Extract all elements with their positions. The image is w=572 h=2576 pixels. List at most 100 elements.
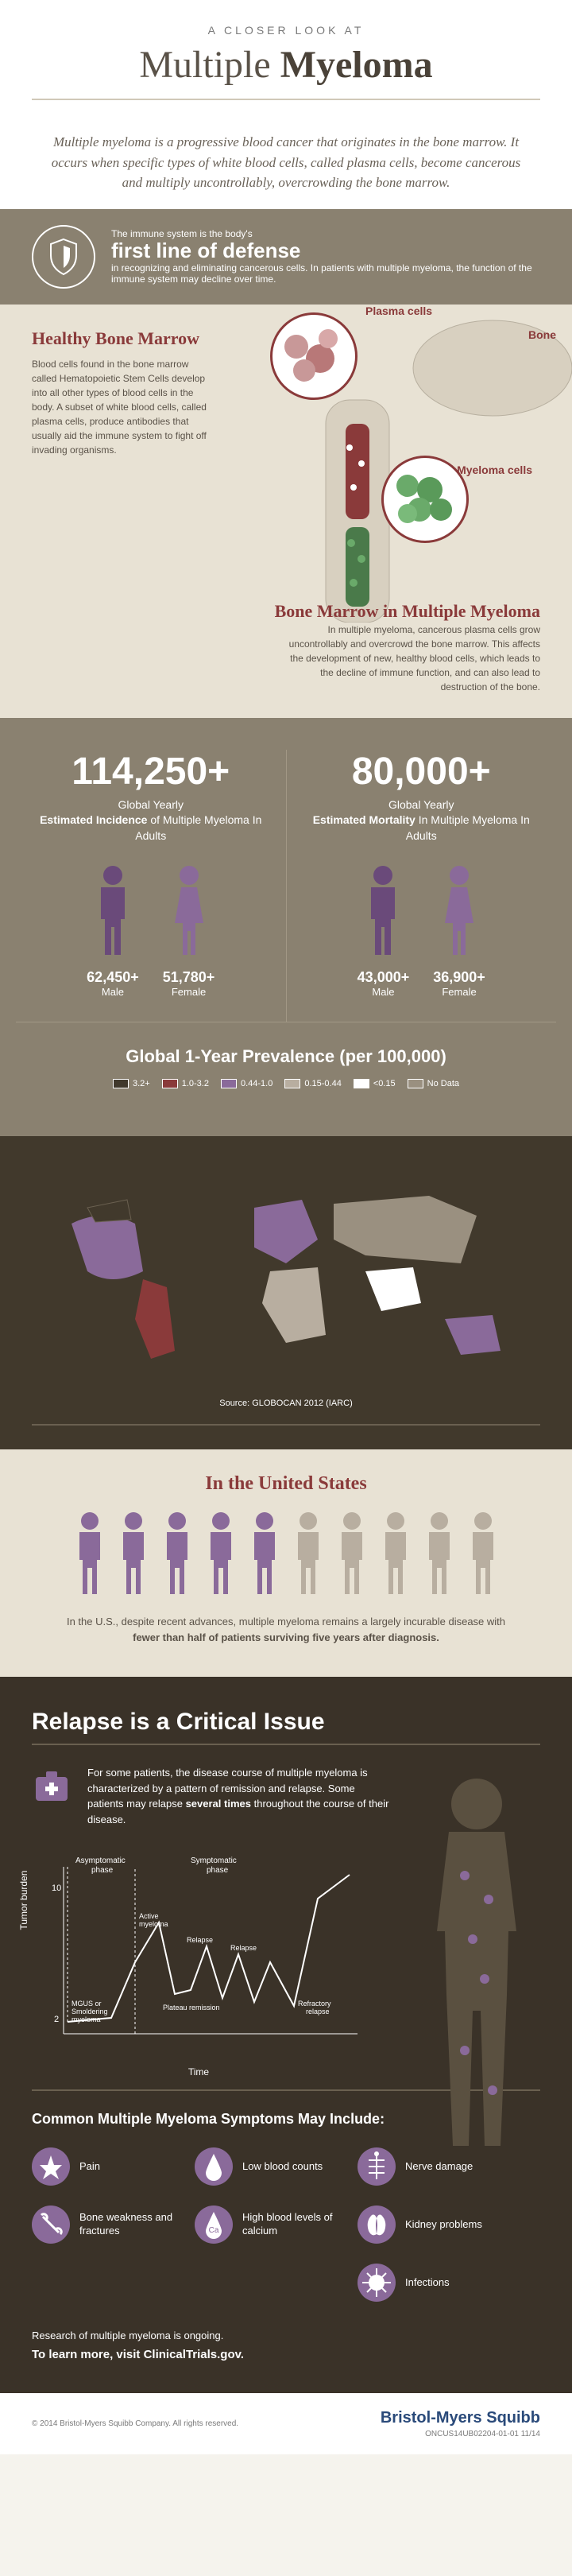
us-section: In the United States In the U.S., despit… [0, 1449, 572, 1677]
svg-text:2: 2 [54, 2015, 59, 2024]
svg-text:relapse: relapse [306, 2008, 330, 2015]
us-people-row [32, 1511, 540, 1598]
symptom-item: Pain [32, 2147, 183, 2186]
defense-text: The immune system is the body's first li… [111, 228, 540, 285]
plasma-cell-circle [270, 312, 358, 400]
mortality-stat: 80,000+ Global Yearly Estimated Mortalit… [287, 750, 557, 1022]
svg-text:Active: Active [139, 1912, 159, 1920]
male-icon [359, 863, 407, 959]
relapse-title: Relapse is a Critical Issue [32, 1709, 540, 1745]
shield-icon [32, 225, 95, 289]
svg-text:myeloma: myeloma [72, 2015, 101, 2023]
bone-marrow-section: Healthy Bone Marrow Blood cells found in… [0, 305, 572, 718]
legend-label: 3.2+ [133, 1079, 150, 1088]
symptom-label: Kidney problems [405, 2218, 482, 2232]
healthy-title: Healthy Bone Marrow [32, 328, 207, 349]
healthy-text: Blood cells found in the bone marrow cal… [32, 357, 207, 457]
kidney-icon [358, 2206, 396, 2244]
person-icon [376, 1511, 415, 1598]
symptom-item: Infections [358, 2264, 508, 2302]
legend-item: 1.0-3.2 [162, 1079, 209, 1088]
legend-swatch [354, 1079, 369, 1088]
symptom-label: High blood levels of calcium [242, 2211, 346, 2238]
symptoms-grid: PainLow blood countsNerve damageBone wea… [32, 2147, 508, 2302]
mortality-number: 80,000+ [303, 750, 541, 793]
header: A CLOSER LOOK AT Multiple Myeloma [0, 0, 572, 116]
myeloma-cell-circle [381, 456, 469, 543]
pain-icon [32, 2147, 70, 2186]
relapse-section: Relapse is a Critical Issue For some pat… [0, 1677, 572, 2393]
bone-icon [32, 2206, 70, 2244]
legend-label: No Data [427, 1079, 459, 1088]
chart-ylabel: Tumor burden [18, 1871, 29, 1930]
title-underline [32, 99, 540, 100]
legend-label: 0.15-0.44 [304, 1079, 341, 1088]
body-silhouette [405, 1772, 548, 2170]
nerve-icon [358, 2147, 396, 2186]
legend-swatch [221, 1079, 237, 1088]
person-icon [70, 1511, 110, 1598]
female-icon [165, 863, 213, 959]
mm-text: In multiple myeloma, cancerous plasma ce… [286, 623, 540, 694]
svg-text:phase: phase [91, 1866, 114, 1875]
female-icon [435, 863, 483, 959]
us-text: In the U.S., despite recent advances, mu… [64, 1614, 508, 1645]
world-map: Source: GLOBOCAN 2012 (IARC) [0, 1136, 572, 1449]
svg-text:Plateau remission: Plateau remission [163, 2004, 220, 2012]
legend-item: 3.2+ [113, 1079, 150, 1088]
blood-drop-icon [195, 2147, 233, 2186]
legend-label: 0.44-1.0 [241, 1079, 272, 1088]
map-legend: 3.2+ 1.0-3.2 0.44-1.0 0.15-0.44 <0.15 No Data [16, 1079, 556, 1104]
infection-icon [358, 2264, 396, 2302]
defense-line2: first line of defense [111, 239, 540, 262]
legend-label: 1.0-3.2 [182, 1079, 209, 1088]
medical-kit-icon [32, 1765, 72, 1805]
plasma-label: Plasma cells [365, 305, 432, 317]
svg-text:10: 10 [52, 1884, 61, 1893]
copyright: © 2014 Bristol-Myers Squibb Company. All… [32, 2419, 238, 2428]
title-part1: Multiple [139, 44, 270, 86]
footer: © 2014 Bristol-Myers Squibb Company. All… [0, 2393, 572, 2454]
legend-label: <0.15 [373, 1079, 396, 1088]
bms-logo: Bristol-Myers Squibb ONCUS14UB02204-01-0… [381, 2409, 540, 2438]
mortality-female: 36,900+ Female [433, 863, 485, 998]
defense-band: The immune system is the body's first li… [0, 209, 572, 305]
incidence-male: 62,450+ Male [87, 863, 139, 998]
legend-swatch [113, 1079, 129, 1088]
svg-text:phase: phase [207, 1866, 229, 1875]
svg-text:Relapse: Relapse [187, 1936, 213, 1944]
stats-section: 114,250+ Global Yearly Estimated Inciden… [0, 718, 572, 1137]
us-title: In the United States [32, 1473, 540, 1495]
legend-swatch [284, 1079, 300, 1088]
research-note: Research of multiple myeloma is ongoing. [32, 2330, 540, 2341]
incidence-label: Global Yearly Estimated Incidence of Mul… [32, 797, 270, 844]
mm-title: Bone Marrow in Multiple Myeloma [275, 601, 540, 622]
relapse-chart: 10 2 Asymptomatic phase Symptomatic phas… [32, 1851, 365, 2058]
symptom-item: Bone weakness and fractures [32, 2206, 183, 2244]
prevalence-title: Global 1-Year Prevalence (per 100,000) [16, 1022, 556, 1079]
incidence-female: 51,780+ Female [163, 863, 215, 998]
male-icon [89, 863, 137, 959]
symptom-label: Low blood counts [242, 2160, 323, 2174]
incidence-number: 114,250+ [32, 750, 270, 793]
legend-swatch [162, 1079, 178, 1088]
svg-text:myeloma: myeloma [139, 1920, 168, 1928]
myeloma-label: Myeloma cells [457, 464, 532, 476]
mortality-label: Global Yearly Estimated Mortality In Mul… [303, 797, 541, 844]
person-icon [157, 1511, 197, 1598]
symptom-item: Ca High blood levels of calcium [195, 2206, 346, 2244]
header-title: Multiple Myeloma [32, 43, 540, 87]
doc-code: ONCUS14UB02204-01-01 11/14 [381, 2430, 540, 2438]
bone-illustration: Plasma cells Bone Myeloma cells [222, 305, 572, 623]
legend-swatch [408, 1079, 423, 1088]
person-icon [245, 1511, 284, 1598]
person-icon [114, 1511, 153, 1598]
defense-line1: The immune system is the body's [111, 228, 540, 239]
title-part2: Myeloma [280, 44, 433, 86]
person-icon [201, 1511, 241, 1598]
svg-text:Ca: Ca [209, 2226, 219, 2235]
symptom-label: Infections [405, 2276, 450, 2290]
legend-item: 0.15-0.44 [284, 1079, 341, 1088]
legend-item: No Data [408, 1079, 459, 1088]
intro-text: Multiple myeloma is a progressive blood … [0, 116, 572, 209]
